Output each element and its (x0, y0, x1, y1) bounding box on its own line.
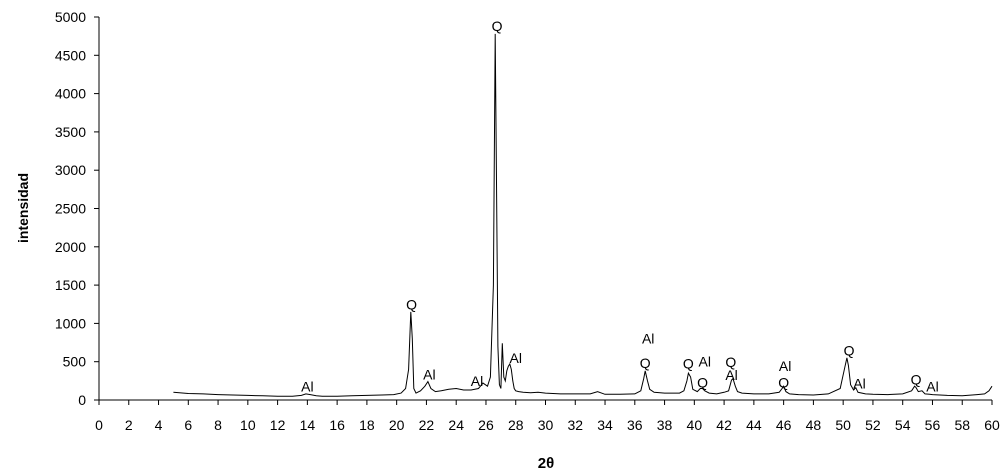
y-tick-label: 5000 (55, 9, 86, 25)
peak-label-quartz: Q (844, 343, 855, 359)
y-tick-label: 3000 (55, 162, 86, 178)
x-tick-label: 52 (865, 417, 881, 433)
peak-label-albite: Al (301, 379, 313, 395)
peak-label-quartz: Q (911, 372, 922, 388)
x-tick-label: 6 (184, 417, 192, 433)
series-line (173, 33, 993, 397)
x-tick-label: 54 (895, 417, 911, 433)
peak-label-albite: Al (510, 350, 522, 366)
x-tick-labels: 0 2 4 6 8 10 12 14 16 18 20 22 24 26 28 30 32 34 36 38 40 42 4… (95, 400, 1000, 433)
peak-label-albite: Al (642, 330, 654, 346)
y-tick-label: 4500 (55, 47, 86, 63)
x-tick-label: 42 (716, 417, 732, 433)
x-tick-label: 12 (270, 417, 286, 433)
peak-label-albite: Al (699, 353, 711, 369)
y-tick-label: 0 (78, 392, 86, 408)
x-tick-label: 10 (240, 417, 256, 433)
x-tick-label: 58 (954, 417, 970, 433)
y-axis-title-group: intensidad (15, 173, 31, 243)
x-tick-label: 32 (567, 417, 583, 433)
x-tick-label: 60 (984, 417, 1000, 433)
y-tick-label: 4000 (55, 86, 86, 102)
peak-label-quartz: Q (697, 375, 708, 391)
y-tick-label: 1000 (55, 315, 86, 331)
y-tick-labels: 0 500 1000 1500 2000 2500 3000 3500 4000 4500 5000 (55, 9, 99, 408)
peak-label-albite: Al (853, 376, 865, 392)
peak-label-albite: Al (423, 366, 435, 382)
peak-label-albite: Al (725, 367, 737, 383)
x-tick-label: 2 (125, 417, 133, 433)
peak-label-quartz: Q (725, 354, 736, 370)
x-tick-label: 24 (448, 417, 464, 433)
x-tick-label: 48 (806, 417, 822, 433)
peak-label-quartz: Q (406, 297, 417, 313)
peak-label-quartz: Q (640, 355, 651, 371)
x-tick-label: 20 (389, 417, 405, 433)
peak-label-quartz: Q (492, 18, 503, 34)
x-tick-label: 40 (687, 417, 703, 433)
x-tick-label: 16 (329, 417, 345, 433)
x-tick-label: 50 (835, 417, 851, 433)
x-tick-label: 0 (95, 417, 103, 433)
x-tick-label: 44 (746, 417, 762, 433)
peak-label-albite: Al (926, 379, 938, 395)
peak-label-quartz: Q (778, 375, 789, 391)
x-tick-label: 8 (214, 417, 222, 433)
peak-label-albite: Al (471, 373, 483, 389)
y-tick-label: 2500 (55, 201, 86, 217)
y-tick-label: 500 (63, 354, 87, 370)
y-tick-label: 1500 (55, 277, 86, 293)
x-tick-label: 22 (419, 417, 435, 433)
x-tick-label: 26 (478, 417, 494, 433)
x-tick-label: 46 (776, 417, 792, 433)
y-tick-label: 3500 (55, 124, 86, 140)
axes (98, 17, 992, 401)
x-tick-label: 56 (925, 417, 941, 433)
x-tick-label: 36 (627, 417, 643, 433)
x-tick-label: 18 (359, 417, 375, 433)
x-tick-label: 30 (538, 417, 554, 433)
x-tick-label: 4 (155, 417, 163, 433)
x-tick-label: 28 (508, 417, 524, 433)
x-tick-label: 14 (300, 417, 316, 433)
peak-label-albite: Al (779, 358, 791, 374)
y-tick-label: 2000 (55, 239, 86, 255)
x-tick-label: 38 (657, 417, 673, 433)
x-axis-title: 2θ (538, 455, 554, 472)
x-tick-label: 34 (597, 417, 613, 433)
y-axis-title: intensidad (15, 173, 31, 243)
peak-label-quartz: Q (683, 356, 694, 372)
